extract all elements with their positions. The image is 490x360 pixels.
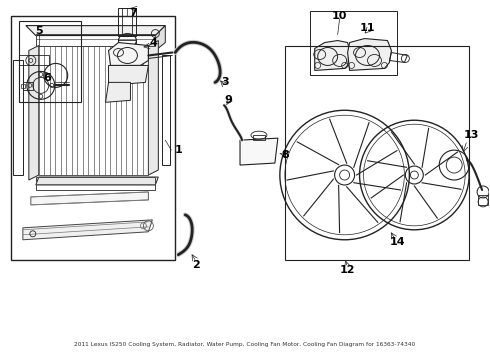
Text: 13: 13	[464, 130, 479, 140]
Text: 11: 11	[360, 23, 375, 33]
Polygon shape	[108, 66, 148, 85]
Polygon shape	[108, 42, 148, 66]
Bar	[11, 15, 175, 260]
Bar	[23, 82, 33, 90]
Text: 1: 1	[174, 145, 182, 155]
Bar	[285, 45, 469, 260]
Polygon shape	[29, 45, 39, 180]
Text: 3: 3	[221, 77, 229, 87]
Text: 7: 7	[129, 8, 137, 18]
Bar	[119, 8, 136, 36]
Bar	[21, 84, 25, 88]
Bar	[253, 135, 265, 140]
Text: 2011 Lexus IS250 Cooling System, Radiator, Water Pump, Cooling Fan Motor, Coolin: 2011 Lexus IS250 Cooling System, Radiato…	[74, 342, 416, 347]
Bar	[36, 177, 155, 190]
Polygon shape	[148, 41, 158, 175]
Bar	[19, 21, 81, 102]
Polygon shape	[240, 138, 278, 165]
Polygon shape	[36, 177, 158, 185]
Bar	[322, 14, 358, 24]
Polygon shape	[31, 192, 148, 205]
Bar	[119, 40, 136, 48]
Text: 4: 4	[149, 37, 157, 48]
Bar	[122, 8, 132, 36]
Text: 12: 12	[340, 265, 355, 275]
Bar	[19, 55, 49, 66]
Text: 8: 8	[281, 150, 289, 160]
Polygon shape	[155, 26, 165, 50]
Polygon shape	[105, 82, 130, 102]
Polygon shape	[315, 41, 349, 71]
Text: 6: 6	[43, 73, 50, 84]
Polygon shape	[26, 26, 165, 36]
Polygon shape	[347, 39, 392, 71]
Bar	[310, 11, 397, 75]
Text: 14: 14	[390, 237, 405, 247]
Text: 5: 5	[35, 26, 43, 36]
Text: 10: 10	[332, 11, 347, 21]
Bar	[36, 33, 155, 45]
Text: 2: 2	[192, 260, 200, 270]
Bar	[478, 195, 488, 205]
Text: 9: 9	[224, 95, 232, 105]
Polygon shape	[23, 220, 152, 240]
Bar	[13, 60, 23, 175]
Bar	[162, 55, 171, 165]
